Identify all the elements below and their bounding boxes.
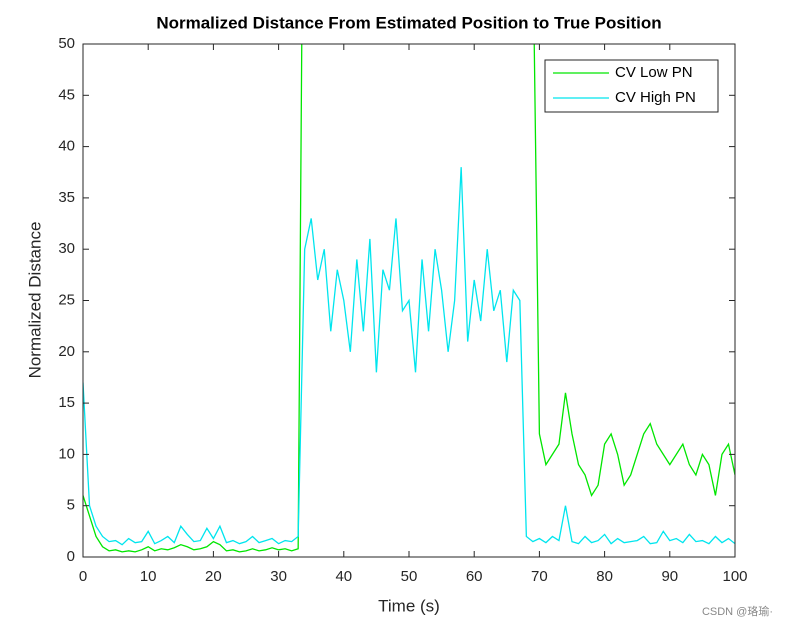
y-tick-label: 30 — [58, 240, 75, 257]
y-tick-label: 10 — [58, 445, 75, 462]
x-tick-label: 80 — [596, 568, 613, 585]
x-tick-label: 60 — [466, 568, 483, 585]
series-line — [83, 44, 735, 553]
plot-area — [83, 44, 735, 553]
x-tick-label: 10 — [140, 568, 157, 585]
x-tick-label: 30 — [270, 568, 287, 585]
y-tick-label: 15 — [58, 394, 75, 411]
x-tick-label: 0 — [79, 568, 87, 585]
y-tick-label: 0 — [67, 548, 75, 565]
y-tick-label: 5 — [67, 497, 75, 514]
y-tick-label: 40 — [58, 138, 75, 155]
chart-title: Normalized Distance From Estimated Posit… — [156, 13, 661, 32]
y-tick-label: 20 — [58, 343, 75, 360]
x-tick-label: 40 — [335, 568, 352, 585]
x-tick-label: 70 — [531, 568, 548, 585]
y-axis-label: Normalized Distance — [25, 222, 44, 379]
x-tick-label: 20 — [205, 568, 222, 585]
y-tick-label: 25 — [58, 291, 75, 308]
x-tick-label: 100 — [722, 568, 747, 585]
y-tick-label: 35 — [58, 189, 75, 206]
x-tick-label: 50 — [401, 568, 418, 585]
legend-label: CV High PN — [615, 89, 696, 106]
x-axis-label: Time (s) — [378, 596, 440, 615]
watermark: CSDN @珞瑜· — [702, 604, 773, 618]
y-tick-label: 50 — [58, 35, 75, 52]
y-tick-label: 45 — [58, 86, 75, 103]
series-line — [83, 167, 735, 546]
legend-label: CV Low PN — [615, 64, 693, 81]
legend-box — [544, 59, 719, 113]
x-tick-label: 90 — [661, 568, 678, 585]
